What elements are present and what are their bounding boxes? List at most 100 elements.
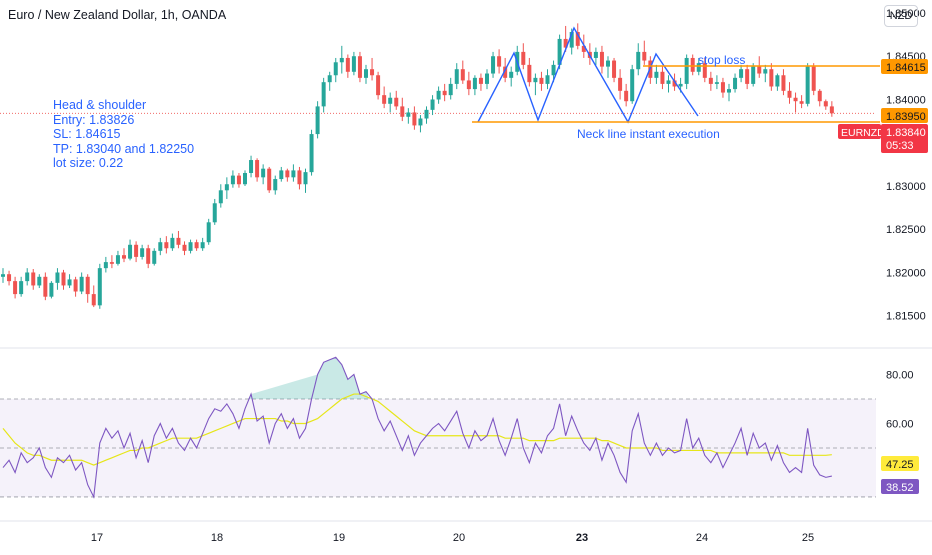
candle-body [146, 248, 151, 264]
candle-body [811, 66, 816, 91]
candle-body [109, 262, 114, 264]
candle-body [702, 63, 707, 78]
candle-body [829, 106, 834, 114]
candles [1, 23, 834, 309]
candle-body [43, 276, 48, 297]
candle-body [739, 69, 744, 78]
candle-body [624, 90, 629, 102]
candle-body [521, 51, 526, 65]
last-price-value: 1.83840 [886, 127, 926, 139]
time-tick-label: 19 [333, 532, 345, 544]
symbol-tag [838, 124, 881, 139]
candle-body [218, 190, 223, 204]
candle-body [345, 57, 350, 72]
candle-body [364, 69, 368, 78]
price-labels: 1.84615 1.83950 EURNZD 1.83840 05:33 47.… [838, 59, 928, 494]
candle-body [73, 279, 78, 292]
candle-body [388, 97, 393, 104]
candle-body [61, 272, 66, 286]
candle-body [539, 77, 544, 84]
candle-body [315, 106, 320, 135]
rsi-overbought-fill [248, 357, 369, 399]
candle-body [309, 134, 314, 173]
candle-body [442, 90, 447, 96]
note-entry: Entry: 1.83826 [53, 112, 135, 127]
candle-body [158, 242, 163, 251]
candle-body [817, 90, 822, 102]
neckline-label: Neck line instant execution [577, 127, 720, 141]
candle-body [200, 242, 205, 249]
price-tick-label: 1.82500 [886, 224, 926, 236]
rsi-ma-value: 47.25 [886, 459, 914, 471]
candle-body [85, 276, 90, 295]
candle-body [599, 51, 604, 67]
price-tick-label: 1.81500 [886, 311, 926, 323]
candle-body [13, 281, 18, 295]
rsi-value: 38.52 [886, 482, 914, 494]
candle-body [400, 106, 405, 117]
note-take-profit: TP: 1.83040 and 1.82250 [53, 141, 195, 156]
candle-body [781, 75, 786, 91]
candle-body [593, 51, 598, 58]
pattern-drawings[interactable]: stop loss Neck line instant execution [472, 26, 880, 141]
candle-body [503, 66, 508, 78]
currency-button[interactable]: NZD [884, 5, 918, 27]
time-tick-label: 24 [696, 532, 708, 544]
price-axis[interactable]: 1.815001.820001.825001.830001.835001.840… [91, 8, 926, 544]
candle-body [696, 63, 701, 72]
time-tick-label: 23 [576, 532, 588, 544]
candle-body [370, 69, 375, 76]
candle-body [297, 170, 302, 185]
candle-body [285, 170, 290, 178]
candle-body [436, 90, 441, 100]
head-shoulder-pattern-line[interactable] [477, 26, 699, 124]
candle-body [533, 77, 538, 83]
time-tick-label: 18 [211, 532, 223, 544]
candle-body [454, 69, 459, 84]
candle-body [261, 168, 266, 178]
symbol-label: EURNZD [841, 127, 885, 139]
rsi-ma-line [2, 393, 832, 466]
candle-body [291, 170, 296, 178]
candle-body [55, 272, 60, 283]
candle-body [382, 95, 387, 104]
candle-body [91, 294, 96, 306]
stop-loss-label: stop loss [698, 53, 745, 67]
candle-body [733, 77, 738, 90]
candle-body [491, 56, 496, 74]
candle-body [376, 75, 381, 96]
rsi-tick-label: 80.00 [886, 369, 914, 381]
candle-body [763, 69, 768, 74]
candle-body [642, 51, 647, 61]
trade-notes[interactable]: Head & shoulder Entry: 1.83826 SL: 1.846… [53, 98, 194, 171]
candle-body [236, 175, 241, 185]
candle-body [666, 80, 671, 84]
candle-body [497, 56, 502, 67]
candle-body [509, 71, 514, 78]
candle-body [630, 69, 635, 102]
candle-body [31, 272, 36, 286]
candle-body [799, 101, 804, 104]
candle-body [115, 255, 120, 264]
candle-body [182, 244, 187, 251]
candle-body [243, 173, 247, 185]
neck-level-value: 1.83950 [886, 111, 926, 123]
candle-body [122, 255, 126, 259]
rsi-pane [0, 356, 876, 499]
chart-title: Euro / New Zealand Dollar, 1h, OANDA [8, 8, 227, 22]
candle-body [727, 89, 731, 93]
candle-body [49, 282, 54, 297]
candle-body [720, 82, 725, 93]
candle-body [164, 242, 169, 249]
candle-body [303, 172, 308, 185]
candle-body [424, 109, 429, 119]
candle-body [714, 82, 719, 84]
stop-level-tag [881, 59, 928, 74]
candle-body [140, 248, 145, 257]
candle-body [775, 75, 780, 87]
candle-body [793, 97, 798, 102]
candle-body [581, 45, 586, 52]
stop-level-value: 1.84615 [886, 62, 926, 74]
candle-body [745, 69, 750, 84]
